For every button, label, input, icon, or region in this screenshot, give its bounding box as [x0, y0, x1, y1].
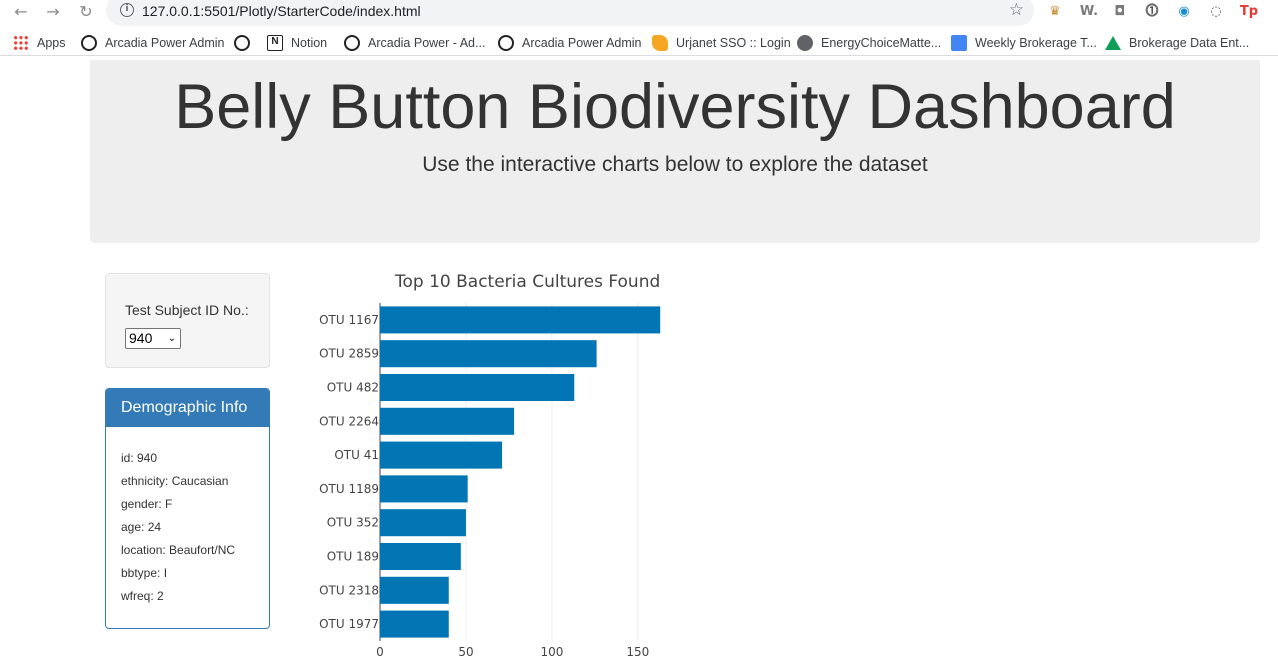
y-tick-label: OTU 1977 [319, 617, 379, 631]
browser-toolbar: ← → ↻ i 127.0.0.1:5501/Plotly/StarterCod… [0, 0, 1278, 26]
address-bar[interactable]: i 127.0.0.1:5501/Plotly/StarterCode/inde… [106, 0, 1034, 26]
bookmark-arcadia-power-ad[interactable]: Arcadia Power - Ad... [344, 34, 485, 52]
arcadia-icon [234, 35, 250, 51]
apps-grid-icon [13, 35, 29, 51]
chart-bar[interactable] [380, 610, 449, 638]
extension-circle-icon[interactable]: ◉ [1178, 4, 1190, 19]
demographic-panel: Demographic Info id: 940 ethnicity: Cauc… [105, 388, 270, 629]
bookmark-urjanet[interactable]: Urjanet SSO :: Login [652, 34, 791, 52]
demo-gender: gender: F [121, 497, 173, 511]
notion-icon: N [267, 35, 283, 51]
bookmark-apps[interactable]: Apps [13, 34, 66, 52]
x-tick-label: 100 [540, 645, 563, 659]
x-tick-label: 0 [376, 645, 384, 659]
arcadia-icon [344, 35, 360, 51]
y-tick-label: OTU 1189 [319, 482, 379, 496]
y-tick-label: OTU 482 [327, 381, 379, 395]
bookmark-weekly-brokerage[interactable]: Weekly Brokerage T... [951, 34, 1097, 52]
forward-icon[interactable]: → [46, 2, 60, 21]
chart-bar[interactable] [380, 373, 575, 402]
subject-id-dropdown[interactable]: 940 ⌄ [125, 328, 181, 349]
extension-w-icon[interactable]: W. [1079, 4, 1099, 19]
x-tick-label: 50 [458, 645, 473, 659]
selected-subject-id: 940 [129, 330, 153, 346]
y-tick-label: OTU 41 [334, 448, 379, 462]
back-icon[interactable]: ← [14, 2, 28, 21]
arcadia-icon [498, 35, 514, 51]
bookmark-notion[interactable]: N Notion [267, 34, 327, 52]
google-drive-icon [1105, 36, 1121, 50]
extension-camera-icon[interactable]: ◘ [1114, 4, 1126, 19]
demo-id: id: 940 [121, 451, 158, 465]
bookmark-arcadia-admin[interactable]: Arcadia Power Admin [81, 34, 225, 52]
chart-bar[interactable] [380, 340, 597, 368]
chart-bar[interactable] [380, 576, 449, 604]
extension-code-icon[interactable]: ◌ [1210, 4, 1222, 19]
subject-selector-well: Test Subject ID No.: 940 ⌄ [105, 273, 270, 368]
y-tick-label: OTU 1167 [319, 313, 379, 327]
chart-title: Top 10 Bacteria Cultures Found [394, 272, 660, 292]
subject-id-label: Test Subject ID No.: [125, 302, 249, 318]
bookmark-energychoice[interactable]: EnergyChoiceMatte... [797, 34, 941, 52]
chart-bar[interactable] [380, 475, 468, 503]
bookmark-arcadia-admin-2[interactable]: Arcadia Power Admin [498, 34, 642, 52]
site-info-icon[interactable]: i [120, 3, 134, 17]
chart-bar[interactable] [380, 306, 661, 334]
extension-tp-icon[interactable]: Tp [1239, 4, 1259, 19]
urjanet-icon [652, 35, 668, 51]
google-docs-icon [951, 35, 967, 51]
demo-ethnicity: ethnicity: Caucasian [121, 474, 229, 488]
top10-bar-chart[interactable]: 0 50 100 150 OTU 1167 OTU 2859 OTU 482 OTU 2264… [300, 262, 700, 671]
bookmarks-bar: Apps Arcadia Power Admin N Notion Arcadia… [0, 30, 1278, 56]
page-title: Belly Button Biodiversity Dashboard [174, 72, 1176, 142]
page-subtitle: Use the interactive charts below to expl… [422, 153, 928, 176]
bookmark-brokerage-data[interactable]: Brokerage Data Ent... [1105, 34, 1249, 52]
reload-icon[interactable]: ↻ [79, 2, 93, 21]
y-tick-label: OTU 2318 [319, 583, 379, 597]
y-tick-label: OTU 2264 [319, 414, 379, 428]
demo-wfreq: wfreq: 2 [121, 589, 164, 603]
y-tick-label: OTU 189 [327, 550, 379, 564]
x-tick-label: 150 [626, 645, 649, 659]
y-tick-label: OTU 2859 [319, 347, 379, 361]
demo-location: location: Beaufort/NC [121, 543, 236, 557]
chart-bar[interactable] [380, 509, 466, 537]
arcadia-icon [81, 35, 97, 51]
chart-bar[interactable] [380, 441, 503, 469]
bookmark-star-icon[interactable]: ☆ [1008, 0, 1024, 20]
chevron-down-icon: ⌄ [167, 333, 176, 344]
extension-1password-icon[interactable]: ⓵ [1145, 4, 1159, 19]
chart-bar[interactable] [380, 542, 461, 571]
header-jumbotron: Belly Button Biodiversity Dashboard Use … [90, 60, 1260, 243]
chart-bar[interactable] [380, 407, 515, 435]
extension-trophy-icon[interactable]: ♛ [1049, 4, 1061, 19]
url-text[interactable]: 127.0.0.1:5501/Plotly/StarterCode/index.… [142, 3, 421, 19]
globe-icon [797, 35, 813, 51]
demo-age: age: 24 [121, 520, 162, 534]
bookmark-arcadia-icon-only[interactable] [234, 34, 258, 52]
demo-bbtype: bbtype: I [121, 566, 168, 580]
y-tick-label: OTU 352 [327, 516, 379, 530]
demographic-panel-heading: Demographic Info [106, 389, 269, 427]
